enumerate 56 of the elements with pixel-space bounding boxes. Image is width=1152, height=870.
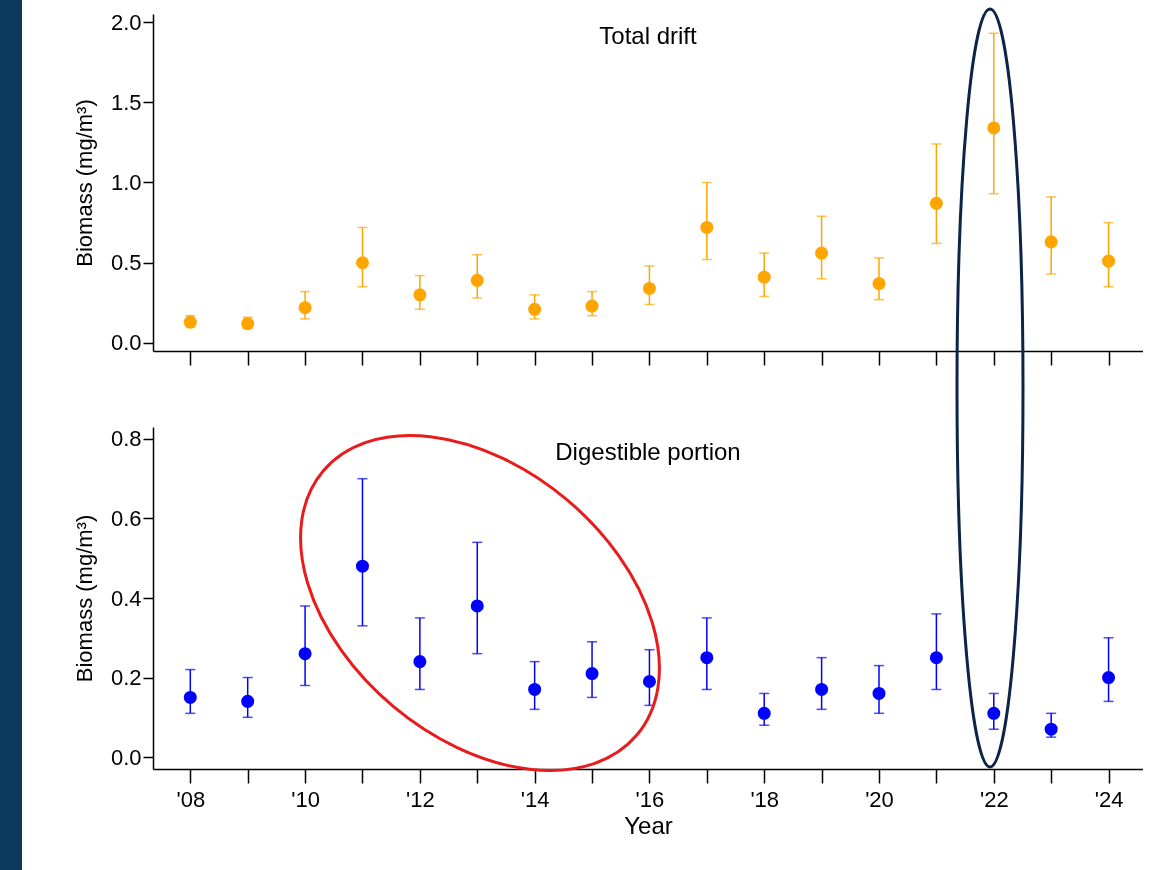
x-tick-label: '12 bbox=[406, 786, 435, 812]
y-axis-title: Biomass (mg/m³) bbox=[71, 99, 97, 267]
point bbox=[355, 256, 369, 270]
point bbox=[929, 196, 943, 210]
point bbox=[815, 246, 829, 260]
y-tick-label: 2.0 bbox=[110, 9, 142, 35]
x-tick-label: '18 bbox=[750, 786, 780, 812]
point bbox=[183, 690, 197, 704]
point bbox=[413, 655, 427, 669]
point bbox=[872, 686, 886, 700]
point bbox=[700, 651, 714, 665]
x-tick-label: '14 bbox=[520, 786, 550, 812]
y-tick-label: 0.0 bbox=[110, 744, 142, 770]
point bbox=[1044, 235, 1058, 249]
point bbox=[642, 281, 656, 295]
point bbox=[642, 675, 656, 689]
y-tick-label: 0.6 bbox=[110, 505, 142, 531]
point bbox=[528, 682, 542, 696]
point bbox=[241, 694, 255, 708]
point bbox=[872, 277, 886, 291]
point bbox=[413, 288, 427, 302]
y-tick-label: 0.0 bbox=[110, 330, 142, 356]
y-tick-label: 0.4 bbox=[110, 585, 142, 611]
chart-title: Total drift bbox=[599, 22, 698, 50]
x-axis-title: Year bbox=[624, 811, 673, 839]
y-tick-label: 0.5 bbox=[110, 250, 142, 276]
x-tick-label: '08 bbox=[176, 786, 206, 812]
point bbox=[298, 647, 312, 661]
point bbox=[470, 273, 484, 287]
point bbox=[700, 220, 714, 234]
y-tick-label: 0.2 bbox=[110, 665, 142, 691]
point bbox=[987, 706, 1001, 720]
y-tick-label: 0.8 bbox=[110, 426, 142, 452]
y-tick-label: 1.0 bbox=[110, 170, 142, 195]
point bbox=[528, 302, 542, 316]
y-axis-title: Biomass (mg/m³) bbox=[71, 514, 97, 683]
point bbox=[929, 651, 943, 665]
x-tick-label: '16 bbox=[635, 786, 665, 812]
y-tick-label: 1.5 bbox=[110, 89, 142, 115]
point bbox=[757, 706, 771, 720]
x-tick-label: '22 bbox=[979, 786, 1009, 812]
point bbox=[987, 121, 1001, 135]
text: Digestible portion bbox=[555, 438, 741, 465]
point bbox=[585, 667, 599, 681]
x-tick-label: '20 bbox=[865, 786, 894, 812]
x-tick-label: '10 bbox=[291, 786, 320, 812]
point bbox=[355, 559, 369, 573]
point bbox=[757, 270, 771, 284]
point bbox=[1102, 254, 1116, 268]
point bbox=[585, 299, 599, 313]
point bbox=[1044, 722, 1058, 736]
x-tick-label: '24 bbox=[1094, 786, 1124, 812]
point bbox=[298, 301, 312, 315]
point bbox=[1102, 671, 1116, 685]
point bbox=[470, 599, 484, 613]
point bbox=[815, 682, 829, 696]
